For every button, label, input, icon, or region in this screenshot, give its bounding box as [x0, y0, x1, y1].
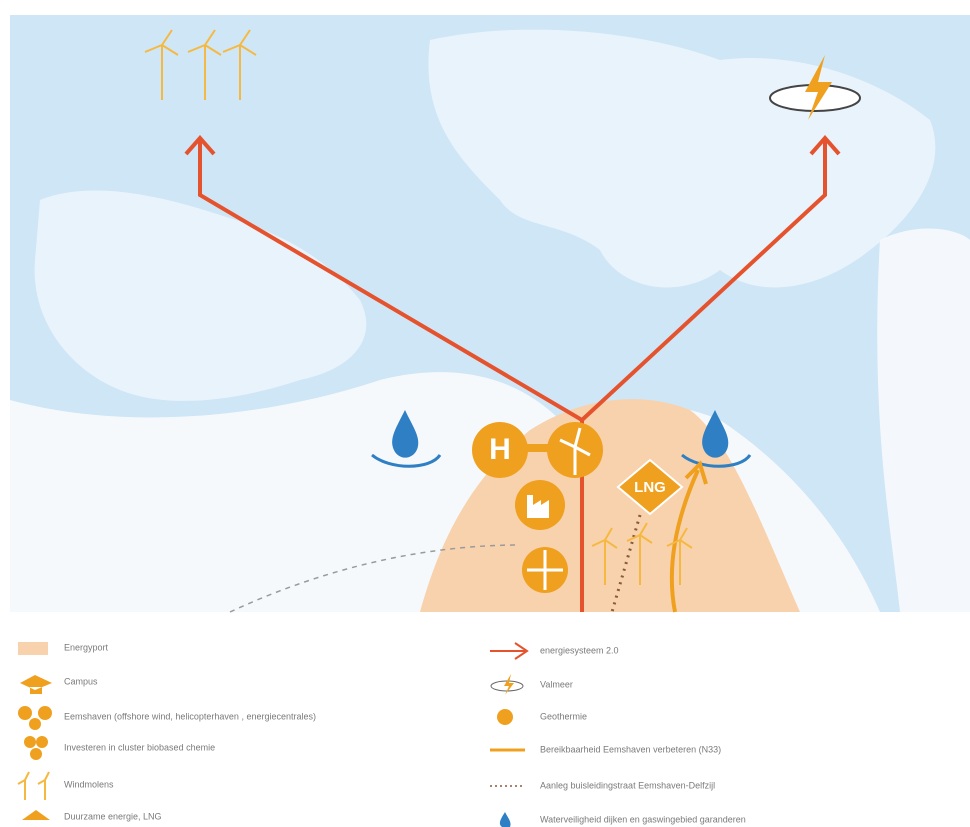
- legend-label: Waterveiligheid dijken en gaswingebied g…: [540, 814, 746, 824]
- legend-icon: [17, 771, 50, 800]
- legend-label: energiesysteem 2.0: [540, 645, 619, 655]
- valmeer-icon: [769, 55, 861, 120]
- legend: Energyport Campus Eemshaven (offshore wi…: [17, 642, 746, 827]
- legend-icon: [490, 674, 524, 695]
- factory-icon-mark: [527, 495, 549, 518]
- water-drop: [371, 410, 752, 468]
- windmills-offshore: [144, 29, 257, 100]
- legend-icon: [497, 709, 513, 725]
- windmills-land: [591, 522, 693, 585]
- legend-icon: [18, 706, 52, 730]
- wind-icon-mark: [559, 427, 591, 475]
- legend-label: Campus: [64, 676, 98, 686]
- road-n33: [669, 460, 708, 613]
- legend-label: Eemshaven (offshore wind, helicopterhave…: [64, 711, 316, 721]
- lng-icon: [616, 458, 684, 516]
- energy-system-line: [184, 134, 841, 612]
- legend-icon: [20, 675, 52, 694]
- legend-label: Windmolens: [64, 779, 114, 789]
- pipeline-street: [610, 514, 642, 613]
- hydrogen-label: H: [489, 433, 511, 466]
- legend-label: Geothermie: [540, 711, 587, 721]
- legend-label: Aanleg buisleidingstraat Eemshaven-Delfz…: [540, 780, 715, 790]
- mainland: [877, 228, 970, 612]
- lng-label: LNG: [634, 479, 666, 496]
- pipeline-dashed: [229, 544, 521, 613]
- hydrogen-icon: [472, 422, 528, 478]
- legend-label: Investeren in cluster biobased chemie: [64, 742, 215, 752]
- legend-label: Bereikbaarheid Eemshaven verbeteren (N33…: [540, 744, 721, 754]
- legend-icon: [490, 642, 529, 660]
- connector: [524, 444, 548, 452]
- legend-label: Duurzame energie, LNG: [64, 811, 162, 821]
- legend-label: Valmeer: [540, 679, 573, 689]
- legend-label: Energyport: [64, 642, 109, 652]
- map: H LNG: [10, 15, 970, 613]
- legend-icon: [18, 642, 48, 655]
- legend-icon: [22, 810, 50, 820]
- geothermal-icon-mark: [527, 550, 563, 590]
- legend-icon: [499, 812, 511, 827]
- legend-icon: [24, 736, 48, 760]
